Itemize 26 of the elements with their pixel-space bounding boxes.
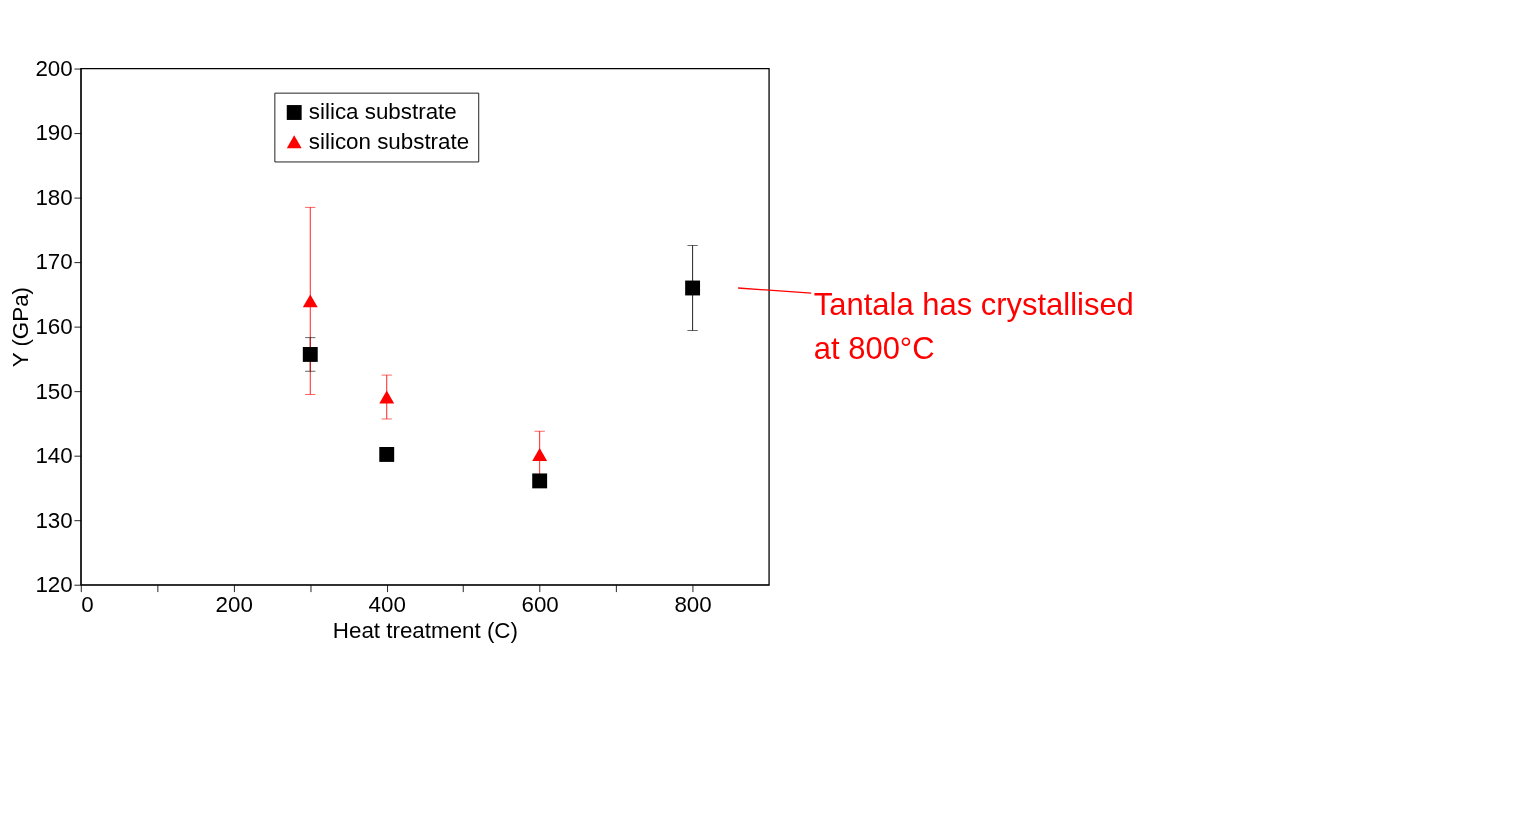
text: Tantala has crystallised at 800°C (813, 286, 1134, 367)
legend-label: silicon substrate (308, 128, 470, 154)
y-tick-label: 200 (35, 55, 73, 81)
x-tick-label: 0 (81, 591, 94, 617)
x-tick-label: 600 (521, 591, 559, 617)
legend-label: silica substrate (308, 99, 457, 125)
y-tick-label: 170 (35, 249, 73, 275)
y-tick-label: 180 (35, 184, 73, 210)
x-tick-label: 800 (674, 591, 712, 617)
point (379, 447, 395, 462)
y-tick-label: 150 (35, 378, 73, 404)
point (532, 448, 548, 461)
x-tick-label: 400 (368, 591, 406, 617)
point (302, 294, 318, 308)
y-tick-label: 130 (35, 507, 73, 533)
point (532, 473, 548, 489)
y-tick-label: 140 (35, 443, 73, 469)
y-axis-title: Y (GPa) (7, 286, 33, 368)
point (302, 347, 318, 362)
point (379, 390, 395, 404)
x-axis-title: Heat treatment (C) (332, 617, 518, 643)
y-tick-label: 190 (35, 120, 73, 146)
y-tick-label: 120 (35, 572, 73, 598)
y-tick-label: 160 (35, 314, 73, 340)
point (685, 280, 701, 296)
x-tick-label: 200 (215, 591, 253, 617)
